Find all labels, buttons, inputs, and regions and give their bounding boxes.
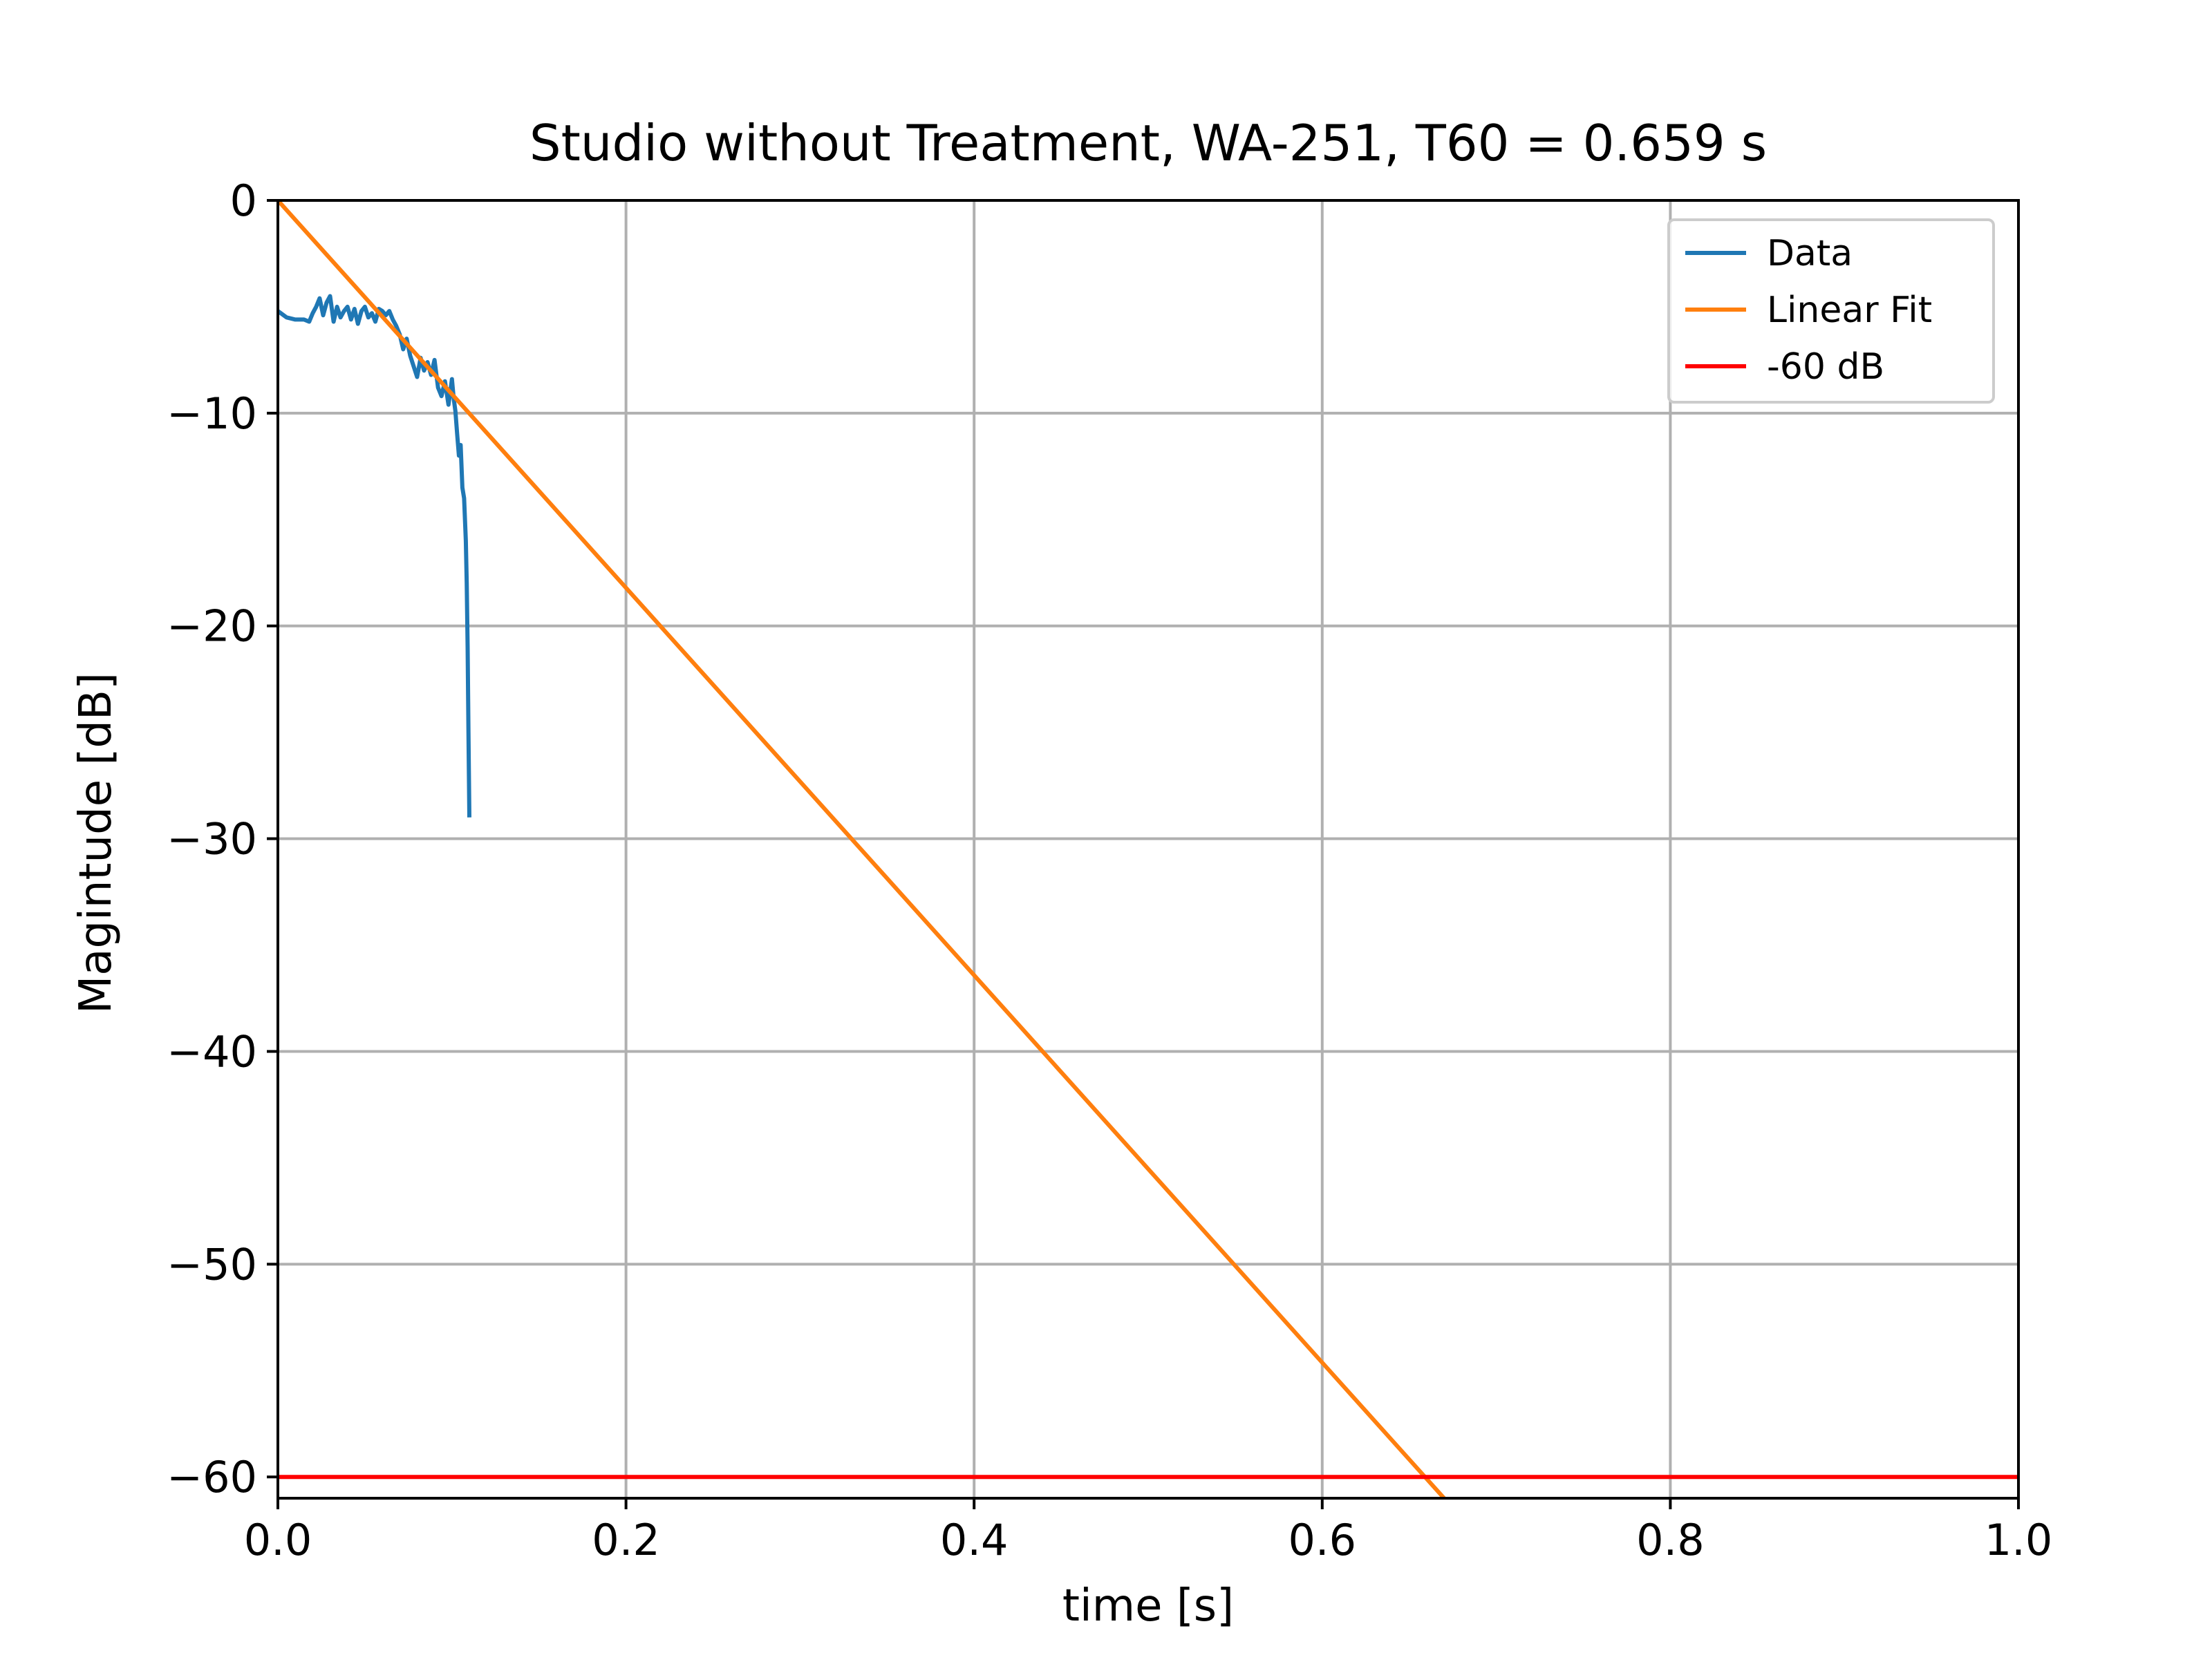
- y-tick-label: −20: [167, 601, 257, 652]
- x-axis-label: time [s]: [1062, 1580, 1234, 1632]
- legend-label-data: Data: [1767, 233, 1853, 274]
- plot-area: [278, 200, 2018, 1498]
- y-tick-label: −40: [167, 1026, 257, 1077]
- y-tick-label: 0: [230, 176, 257, 226]
- chart-title: Studio without Treatment, WA-251, T60 = …: [529, 114, 1767, 172]
- y-tick-label: −10: [167, 388, 257, 439]
- plot-frame: [276, 199, 2020, 1500]
- series-line-data: [278, 294, 471, 818]
- series-line-linear-fit: [278, 200, 1446, 1498]
- x-tick-label: 0.0: [244, 1515, 312, 1565]
- y-tick-label: −60: [167, 1452, 257, 1502]
- legend: Data Linear Fit -60 dB: [1667, 218, 1995, 404]
- y-tick-label: −50: [167, 1239, 257, 1290]
- x-tick-label: 0.4: [940, 1515, 1009, 1565]
- y-axis-label: Magintude [dB]: [71, 672, 122, 1014]
- x-tick-label: 0.6: [1288, 1515, 1356, 1565]
- axis-ticks: 0.0 0.2 0.4 0.6 0.8 1.0 0 −10 −20 −30 −40 −50 −60: [167, 176, 2052, 1565]
- x-tick-label: 0.8: [1636, 1515, 1705, 1565]
- legend-label-linear-fit: Linear Fit: [1767, 290, 1932, 331]
- y-tick-label: −30: [167, 814, 257, 865]
- x-tick-label: 0.2: [592, 1515, 660, 1565]
- x-tick-label: 1.0: [1985, 1515, 2053, 1565]
- legend-box: [1667, 218, 1995, 404]
- grid-lines: [276, 199, 2020, 1498]
- legend-label-60-db: -60 dB: [1767, 346, 1884, 388]
